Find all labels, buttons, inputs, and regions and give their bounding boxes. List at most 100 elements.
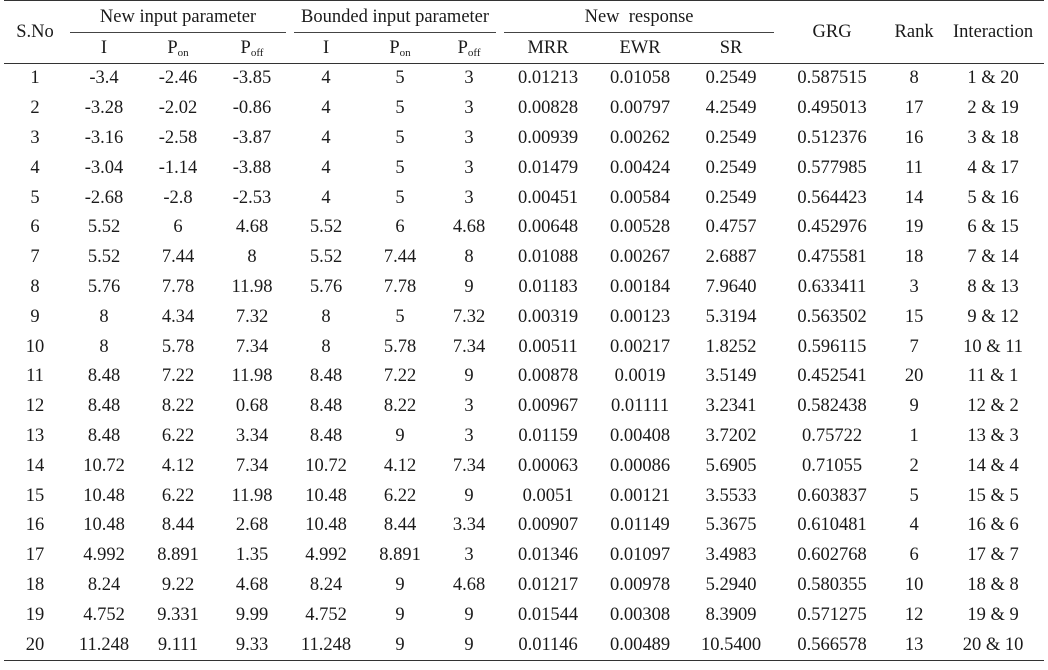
cell-bounded-poff: 7.34 <box>452 455 486 476</box>
cell-sno: 7 <box>30 247 40 268</box>
cell-rank: 10 <box>904 574 924 595</box>
cell-sr: 7.9640 <box>705 276 757 297</box>
cell-new-i: 5.76 <box>87 276 121 297</box>
table-row: 11 8.48 7.22 11.98 8.48 7.22 9 0.00878 0.0019 3.5… <box>4 362 1044 392</box>
cell-grg: 0.452976 <box>797 217 867 238</box>
cell-bounded-poff: 3 <box>464 98 474 119</box>
cell-ewr: 0.00584 <box>609 187 671 208</box>
cell-sno: 19 <box>25 604 45 625</box>
cell-bounded-pon: 5 <box>395 187 405 208</box>
cell-grg: 0.452541 <box>797 366 867 387</box>
cell-new-pon: 6.22 <box>161 425 195 446</box>
cell-grg: 0.587515 <box>797 68 867 89</box>
cell-new-poff: -3.87 <box>232 127 272 148</box>
cell-bounded-poff: 9 <box>464 366 474 387</box>
table-row: 18 8.24 9.22 4.68 8.24 9 4.68 0.01217 0.00978 5.2… <box>4 571 1044 601</box>
cell-bounded-i: 5.76 <box>309 276 343 297</box>
cell-sr: 3.5533 <box>705 485 757 506</box>
cell-bounded-i: 10.48 <box>305 485 347 506</box>
header-rank: Rank <box>886 0 943 64</box>
cell-rank: 14 <box>904 187 924 208</box>
cell-sno: 9 <box>30 306 40 327</box>
cell-sr: 2.6887 <box>705 247 757 268</box>
cell-rank: 16 <box>904 127 924 148</box>
cell-sr: 0.2549 <box>705 157 757 178</box>
cell-new-i: 8 <box>99 336 109 357</box>
cell-grg: 0.571275 <box>797 604 867 625</box>
cell-sno: 2 <box>30 98 40 119</box>
cell-rank: 3 <box>909 276 919 297</box>
cell-ewr: 0.00489 <box>609 634 671 655</box>
table-row: 5 -2.68 -2.8 -2.53 4 5 3 0.00451 0.00584 0.2549 0.… <box>4 183 1044 213</box>
cell-new-i: -3.16 <box>84 127 124 148</box>
cell-interaction: 8 & 13 <box>967 276 1019 297</box>
header-grg: GRG <box>778 0 887 64</box>
cell-bounded-i: 8.48 <box>309 396 343 417</box>
cell-bounded-i: 4 <box>321 127 331 148</box>
cell-bounded-pon: 6.22 <box>383 485 417 506</box>
cell-new-pon: -1.14 <box>158 157 198 178</box>
cell-mrr: 0.01346 <box>517 545 579 566</box>
header-row-2: I Pon Poff I Pon Poff MRR EWR SR <box>4 33 1045 64</box>
cell-rank: 12 <box>904 604 924 625</box>
cell-sno: 5 <box>30 187 40 208</box>
cell-grg: 0.582438 <box>797 396 867 417</box>
cell-ewr: 0.00123 <box>609 306 671 327</box>
cell-new-i: 8.48 <box>87 366 121 387</box>
cell-sr: 3.2341 <box>705 396 757 417</box>
cell-new-poff: 9.99 <box>235 604 269 625</box>
cell-new-i: 8.24 <box>87 574 121 595</box>
header-row-1: S.No New input parameter Bounded input p… <box>4 0 1045 64</box>
cell-new-i: -3.28 <box>84 98 124 119</box>
cell-interaction: 9 & 12 <box>967 306 1019 327</box>
cell-ewr: 0.00308 <box>609 604 671 625</box>
header-bounded-i: I <box>322 37 330 58</box>
cell-bounded-poff: 9 <box>464 604 474 625</box>
cell-interaction: 5 & 16 <box>967 187 1019 208</box>
cell-new-pon: -2.02 <box>158 98 198 119</box>
cell-sr: 1.8252 <box>705 336 757 357</box>
cell-new-pon: 8.891 <box>157 545 199 566</box>
cell-new-poff: 4.68 <box>235 574 269 595</box>
cell-interaction: 1 & 20 <box>967 68 1019 89</box>
cell-interaction: 16 & 6 <box>967 515 1019 536</box>
cell-interaction: 18 & 8 <box>967 574 1019 595</box>
table-row: 9 8 4.34 7.32 8 5 7.32 0.00319 0.00123 5.3194 0.56… <box>4 302 1044 332</box>
cell-grg: 0.603837 <box>797 485 867 506</box>
cell-interaction: 15 & 5 <box>967 485 1019 506</box>
cell-grg: 0.475581 <box>797 247 867 268</box>
cell-bounded-poff: 4.68 <box>452 574 486 595</box>
cell-rank: 15 <box>904 306 924 327</box>
cell-bounded-poff: 3 <box>464 127 474 148</box>
cell-new-i: -3.04 <box>84 157 124 178</box>
cell-sr: 10.5400 <box>701 634 762 655</box>
cell-mrr: 0.01479 <box>517 157 579 178</box>
cell-new-pon: 9.111 <box>157 634 199 655</box>
table-row: 8 5.76 7.78 11.98 5.76 7.78 9 0.01183 0.00184 7.9… <box>4 273 1044 303</box>
cell-mrr: 0.00939 <box>517 127 579 148</box>
cell-sno: 3 <box>30 127 40 148</box>
cell-mrr: 0.00511 <box>518 336 578 357</box>
cell-interaction: 12 & 2 <box>967 396 1019 417</box>
header-bounded-input-label: Bounded input parameter <box>301 6 490 27</box>
cell-ewr: 0.00217 <box>609 336 671 357</box>
cell-new-poff: 7.34 <box>235 455 269 476</box>
cell-interaction: 19 & 9 <box>967 604 1019 625</box>
cell-new-i: 8.48 <box>87 425 121 446</box>
cell-bounded-pon: 9 <box>395 604 405 625</box>
header-new-input: New input parameter <box>66 1 290 33</box>
cell-ewr: 0.00121 <box>609 485 671 506</box>
cell-sno: 17 <box>25 545 45 566</box>
cell-sno: 14 <box>25 455 45 476</box>
cell-bounded-poff: 9 <box>464 634 474 655</box>
cell-new-i: 10.48 <box>83 485 125 506</box>
cell-mrr: 0.00648 <box>517 217 579 238</box>
cell-bounded-i: 8.48 <box>309 366 343 387</box>
cell-rank: 19 <box>904 217 924 238</box>
cell-bounded-poff: 7.32 <box>452 306 486 327</box>
cell-bounded-i: 10.48 <box>305 515 347 536</box>
cell-new-pon: -2.46 <box>158 68 198 89</box>
cell-interaction: 7 & 14 <box>967 247 1019 268</box>
cell-rank: 5 <box>909 485 919 506</box>
